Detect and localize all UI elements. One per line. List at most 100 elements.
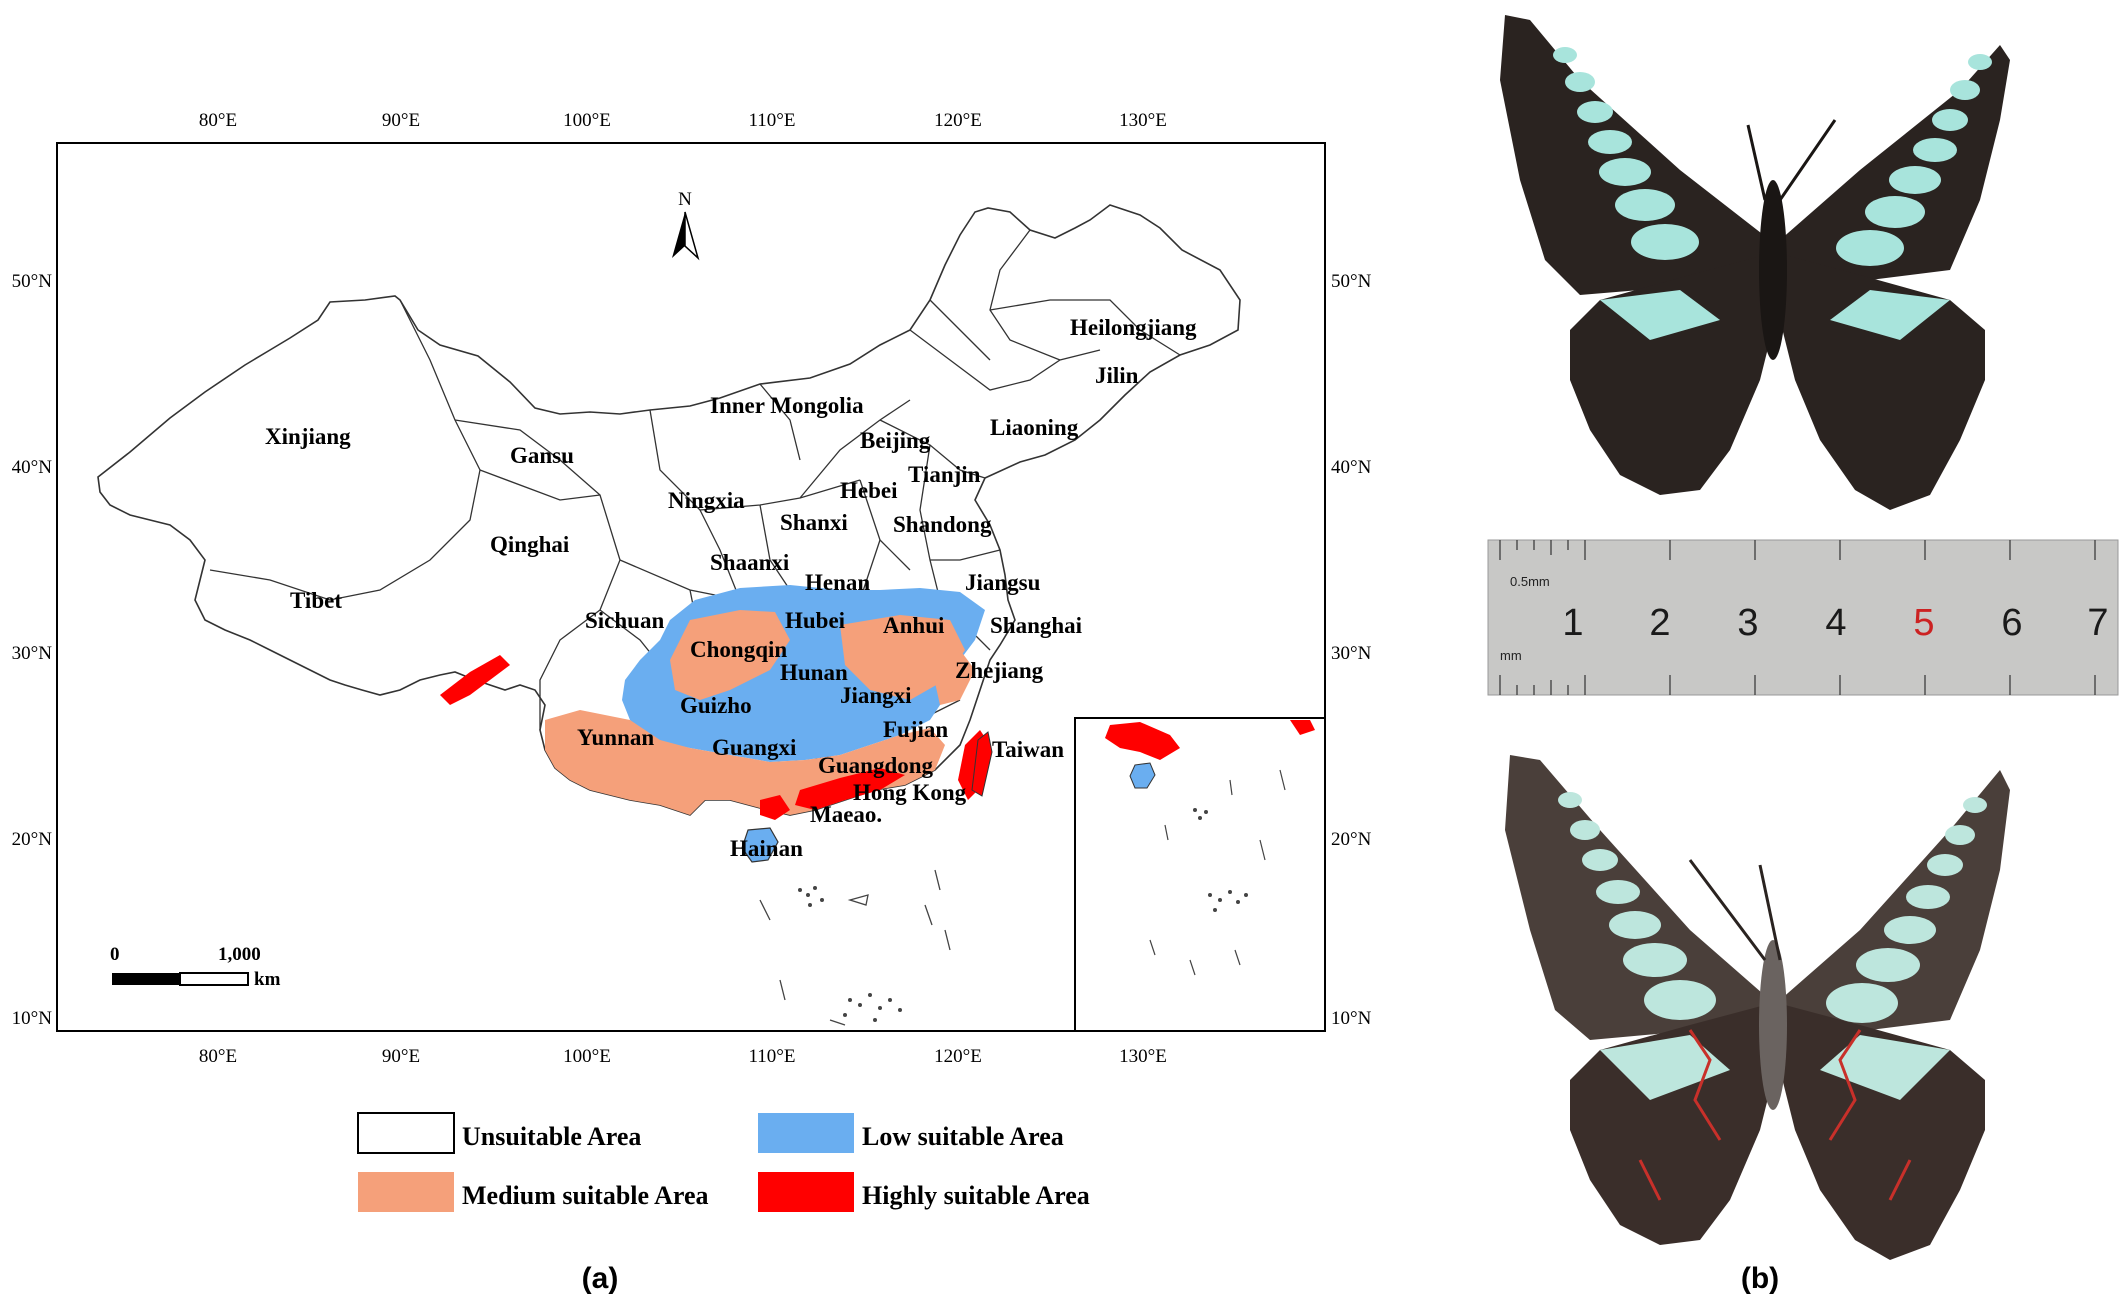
province-label: Xinjiang bbox=[265, 424, 351, 449]
province-label: Inner Mongolia bbox=[710, 393, 864, 418]
province-label: Henan bbox=[805, 570, 870, 595]
scale-end: 1,000 bbox=[218, 944, 261, 965]
forewing-right bbox=[1780, 45, 2010, 285]
right-tick: 30°N bbox=[1331, 643, 1372, 664]
ruler-number: 4 bbox=[1825, 602, 1846, 644]
bottom-tick: 80°E bbox=[199, 1046, 237, 1067]
province-label: Hainan bbox=[730, 836, 803, 861]
bottom-tick: 110°E bbox=[749, 1046, 796, 1067]
hainan-island bbox=[741, 827, 779, 863]
province-label: Gansu bbox=[510, 443, 574, 468]
province-label: Ningxia bbox=[668, 488, 745, 513]
ruler-number: 2 bbox=[1649, 602, 1670, 644]
province-label: Shanxi bbox=[780, 510, 848, 535]
right-tick: 50°N bbox=[1331, 271, 1372, 292]
left-tick: 10°N bbox=[12, 1008, 53, 1029]
right-tick: 40°N bbox=[1331, 457, 1372, 478]
province-label: Hunan bbox=[780, 660, 848, 685]
province-label: Liaoning bbox=[990, 415, 1079, 440]
scs-outline bbox=[759, 869, 951, 1026]
province-label: Fujian bbox=[883, 717, 948, 742]
province-label: Beijing bbox=[860, 428, 931, 453]
ruler-small-bottom: mm bbox=[1500, 648, 1522, 663]
legend-swatch-unsuitable bbox=[357, 1112, 455, 1154]
legend-swatch-low bbox=[758, 1113, 854, 1153]
top-tick: 80°E bbox=[199, 110, 237, 131]
scs-islands bbox=[798, 886, 902, 1022]
legend-swatch-high bbox=[758, 1172, 854, 1212]
taiwan-island bbox=[971, 731, 993, 797]
ruler-number: 7 bbox=[2087, 602, 2108, 644]
legend-label: Low suitable Area bbox=[862, 1122, 1064, 1151]
legend: Unsuitable Area Low suitable Area Medium… bbox=[357, 1112, 1090, 1212]
inset-islands bbox=[1193, 808, 1248, 912]
antennae bbox=[1688, 859, 1782, 961]
province-label: Maeao. bbox=[810, 802, 882, 827]
north-label: N bbox=[678, 189, 692, 210]
ruler-number: 3 bbox=[1737, 602, 1758, 644]
province-label: Chongqin bbox=[690, 637, 787, 662]
province-label: Shaanxi bbox=[710, 550, 790, 575]
butterfly-body bbox=[1759, 180, 1787, 360]
province-label: Hebei bbox=[840, 478, 898, 503]
red-markings bbox=[1638, 1029, 1912, 1201]
inset-high-region bbox=[1290, 720, 1315, 735]
wing-band-right bbox=[1830, 54, 1992, 340]
province-label: Zhejiang bbox=[955, 658, 1044, 683]
province-label: Sichuan bbox=[585, 608, 664, 633]
medium-suitable-region bbox=[670, 610, 790, 700]
province-label: Guangxi bbox=[712, 735, 797, 760]
top-tick: 130°E bbox=[1119, 110, 1167, 131]
ruler-number: 1 bbox=[1562, 602, 1583, 644]
province-label: Guangdong bbox=[818, 753, 934, 778]
legend-label: Unsuitable Area bbox=[462, 1122, 641, 1151]
ruler-ticks bbox=[1499, 540, 2096, 695]
legend-label: Highly suitable Area bbox=[862, 1181, 1090, 1210]
inset-frame bbox=[1074, 717, 1326, 1032]
panel-label-b: (b) bbox=[1741, 1262, 1779, 1295]
province-label: Taiwan bbox=[992, 737, 1064, 762]
province-label: Guizho bbox=[680, 693, 752, 718]
top-tick: 100°E bbox=[563, 110, 611, 131]
hindwing-right bbox=[1780, 255, 1985, 510]
province-label: Tibet bbox=[290, 588, 342, 613]
north-arrow: N bbox=[672, 189, 700, 261]
province-label: Anhui bbox=[883, 613, 945, 638]
province-label: Qinghai bbox=[490, 532, 570, 557]
province-label: Hubei bbox=[785, 608, 846, 633]
wing-band-right bbox=[1820, 797, 1987, 1100]
top-tick: 110°E bbox=[749, 110, 796, 131]
top-tick: 120°E bbox=[934, 110, 982, 131]
inset-lines bbox=[1149, 769, 1286, 976]
left-tick: 50°N bbox=[12, 271, 53, 292]
medium-suitable-region bbox=[840, 615, 965, 700]
province-label: Shandong bbox=[893, 512, 992, 537]
inset-high-region bbox=[1105, 722, 1180, 760]
left-tick: 20°N bbox=[12, 829, 53, 850]
province-label: Shanghai bbox=[990, 613, 1083, 638]
province-label: Jiangsu bbox=[965, 570, 1041, 595]
forewing-left bbox=[1500, 15, 1770, 295]
bottom-tick: 130°E bbox=[1119, 1046, 1167, 1067]
province-label: Jiangxi bbox=[840, 683, 912, 708]
scale-start: 0 bbox=[110, 944, 120, 965]
top-tick: 90°E bbox=[382, 110, 420, 131]
province-label: Hong Kong bbox=[853, 780, 967, 805]
medium-suitable-region bbox=[930, 650, 975, 705]
scale-bar: 0 1,000 km bbox=[110, 944, 281, 990]
province-labels: Heilongjiang Jilin Inner Mongolia Liaoni… bbox=[265, 315, 1197, 861]
wing-band-left bbox=[1553, 47, 1720, 340]
butterfly-ventral bbox=[1505, 755, 2010, 1260]
province-label: Tianjin bbox=[908, 462, 981, 487]
high-suitable-region bbox=[795, 768, 905, 810]
antennae bbox=[1746, 119, 1837, 201]
ruler: 0.5mm mm 1 2 3 4 5 6 7 bbox=[1487, 539, 2119, 696]
ruler-small-top: 0.5mm bbox=[1510, 574, 1550, 589]
right-tick: 10°N bbox=[1331, 1008, 1372, 1029]
ruler-number: 6 bbox=[2001, 602, 2022, 644]
butterfly-dorsal bbox=[1500, 15, 2010, 510]
ruler-number: 5 bbox=[1913, 602, 1934, 644]
bottom-tick: 120°E bbox=[934, 1046, 982, 1067]
legend-label: Medium suitable Area bbox=[462, 1181, 709, 1210]
